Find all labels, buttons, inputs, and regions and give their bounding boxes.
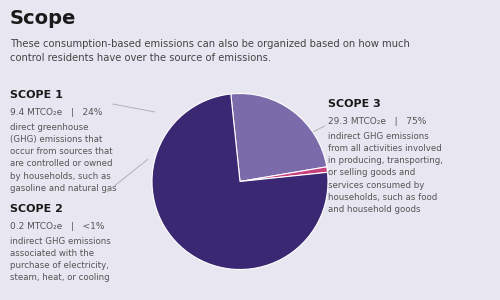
Text: SCOPE 3: SCOPE 3	[328, 99, 380, 109]
Text: Scope: Scope	[10, 9, 76, 28]
Text: 0.2 MTCO₂e   |   <1%: 0.2 MTCO₂e | <1%	[10, 222, 104, 231]
Wedge shape	[231, 94, 327, 182]
Wedge shape	[240, 167, 328, 182]
Text: 9.4 MTCO₂e   |   24%: 9.4 MTCO₂e | 24%	[10, 108, 102, 117]
Text: direct greenhouse
(GHG) emissions that
occur from sources that
are controlled or: direct greenhouse (GHG) emissions that o…	[10, 123, 117, 193]
Text: indirect GHG emissions
from all activities involved
in producing, transporting,
: indirect GHG emissions from all activiti…	[328, 132, 442, 214]
Text: These consumption-based emissions can also be organized based on how much
contro: These consumption-based emissions can al…	[10, 39, 410, 63]
Text: SCOPE 2: SCOPE 2	[10, 204, 63, 214]
Text: SCOPE 1: SCOPE 1	[10, 90, 63, 100]
Text: indirect GHG emissions
associated with the
purchase of electricity,
steam, heat,: indirect GHG emissions associated with t…	[10, 237, 111, 283]
Text: 29.3 MTCO₂e   |   75%: 29.3 MTCO₂e | 75%	[328, 117, 426, 126]
Wedge shape	[152, 94, 328, 269]
